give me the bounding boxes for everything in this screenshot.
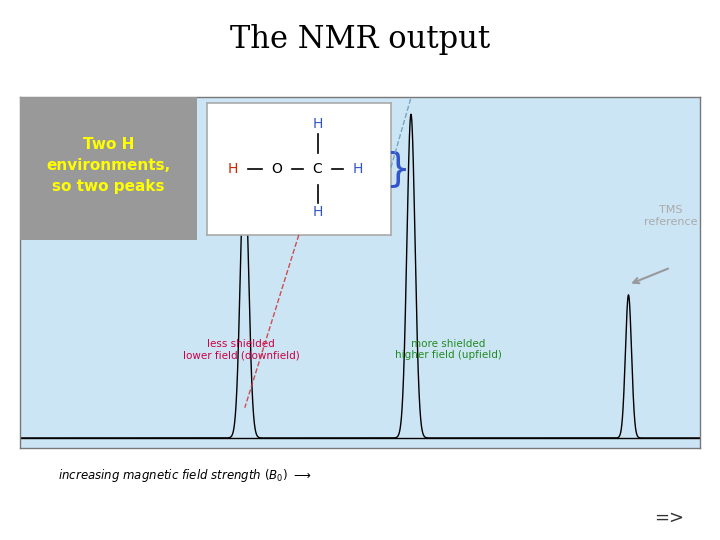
Text: }: } — [385, 150, 410, 188]
Text: $\it{increasing\ magnetic\ field\ strength}\ (B_0)\ \longrightarrow$: $\it{increasing\ magnetic\ field\ streng… — [58, 467, 311, 484]
Text: TMS
reference: TMS reference — [644, 205, 698, 227]
Text: H: H — [228, 162, 238, 176]
Text: less shielded
lower field (downfield): less shielded lower field (downfield) — [183, 339, 300, 360]
Text: =>: => — [654, 509, 684, 526]
Text: H: H — [353, 162, 363, 176]
Text: H: H — [312, 205, 323, 219]
Text: The NMR output: The NMR output — [230, 24, 490, 55]
Text: more shielded
higher field (upfield): more shielded higher field (upfield) — [395, 339, 502, 360]
Text: H: H — [312, 117, 323, 131]
Text: C: C — [312, 162, 323, 176]
Text: Two H
environments,
so two peaks: Two H environments, so two peaks — [46, 137, 171, 194]
Text: O: O — [271, 162, 282, 176]
